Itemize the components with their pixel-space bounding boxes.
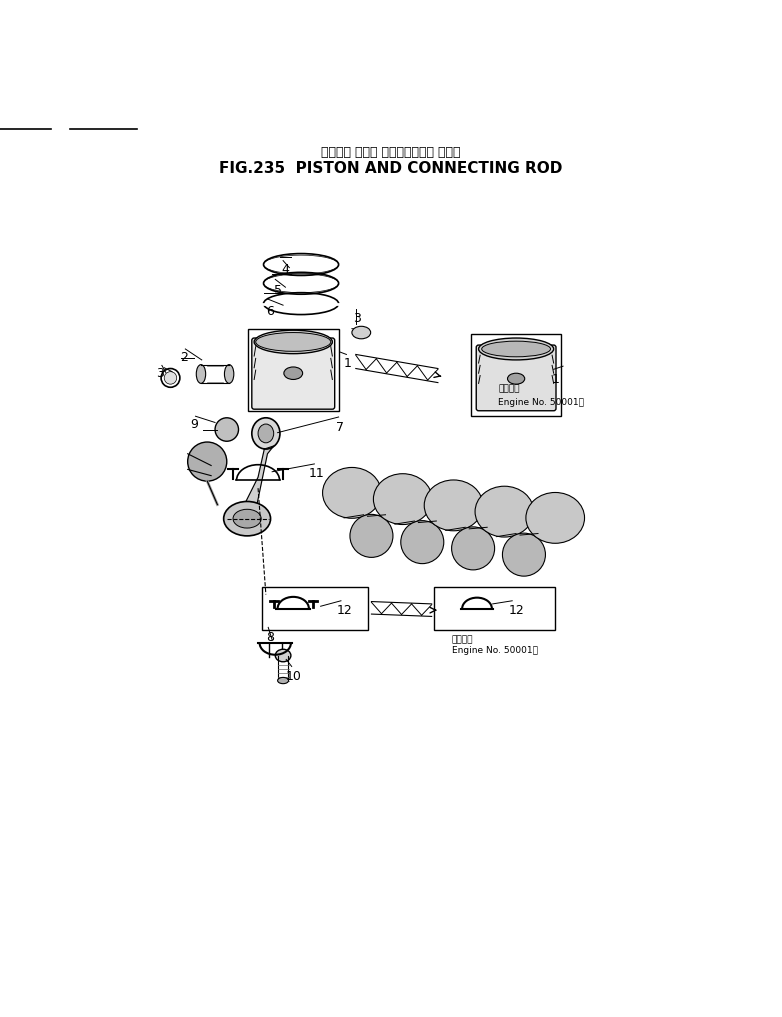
Text: 5: 5 bbox=[274, 284, 282, 297]
Text: 8: 8 bbox=[266, 631, 274, 644]
Text: 11: 11 bbox=[309, 467, 325, 480]
Ellipse shape bbox=[278, 677, 289, 683]
Ellipse shape bbox=[352, 326, 371, 339]
Ellipse shape bbox=[188, 442, 227, 481]
Ellipse shape bbox=[258, 424, 274, 442]
Ellipse shape bbox=[482, 341, 551, 357]
Ellipse shape bbox=[475, 486, 533, 537]
Text: FIG.235  PISTON AND CONNECTING ROD: FIG.235 PISTON AND CONNECTING ROD bbox=[219, 161, 563, 176]
Ellipse shape bbox=[508, 373, 525, 384]
Ellipse shape bbox=[275, 649, 291, 662]
Ellipse shape bbox=[215, 418, 239, 441]
Ellipse shape bbox=[425, 480, 483, 531]
Text: Engine No. 50001～: Engine No. 50001～ bbox=[452, 647, 538, 655]
Text: 1: 1 bbox=[344, 357, 352, 370]
Text: 適用号機: 適用号機 bbox=[452, 636, 473, 645]
Text: 7: 7 bbox=[336, 421, 344, 433]
Text: 9: 9 bbox=[190, 418, 198, 431]
Ellipse shape bbox=[284, 367, 303, 379]
Text: 4: 4 bbox=[282, 263, 289, 277]
Ellipse shape bbox=[256, 333, 331, 351]
Text: 12: 12 bbox=[336, 604, 352, 616]
Text: Engine No. 50001～: Engine No. 50001～ bbox=[498, 398, 584, 407]
Text: 3: 3 bbox=[156, 367, 164, 380]
Ellipse shape bbox=[233, 510, 261, 528]
Ellipse shape bbox=[452, 527, 495, 570]
Ellipse shape bbox=[502, 533, 546, 577]
Text: 適用号機: 適用号機 bbox=[498, 384, 519, 394]
Polygon shape bbox=[239, 445, 274, 523]
Ellipse shape bbox=[323, 468, 382, 519]
FancyBboxPatch shape bbox=[252, 338, 335, 409]
Ellipse shape bbox=[479, 338, 554, 360]
Ellipse shape bbox=[401, 521, 444, 563]
Ellipse shape bbox=[164, 371, 177, 384]
Ellipse shape bbox=[374, 474, 432, 525]
Ellipse shape bbox=[196, 365, 206, 383]
Text: 6: 6 bbox=[266, 305, 274, 318]
Text: 2: 2 bbox=[180, 351, 188, 364]
Ellipse shape bbox=[526, 492, 585, 543]
Ellipse shape bbox=[224, 365, 234, 383]
Ellipse shape bbox=[252, 418, 280, 450]
Ellipse shape bbox=[224, 501, 271, 536]
Ellipse shape bbox=[254, 331, 332, 354]
Text: ピストン および コネクティング ロッド: ピストン および コネクティング ロッド bbox=[321, 146, 461, 160]
Text: 10: 10 bbox=[285, 670, 301, 683]
Text: 3: 3 bbox=[353, 312, 361, 325]
Text: 1: 1 bbox=[551, 373, 559, 386]
Ellipse shape bbox=[350, 515, 393, 557]
FancyBboxPatch shape bbox=[476, 345, 556, 411]
Text: 12: 12 bbox=[508, 604, 524, 616]
